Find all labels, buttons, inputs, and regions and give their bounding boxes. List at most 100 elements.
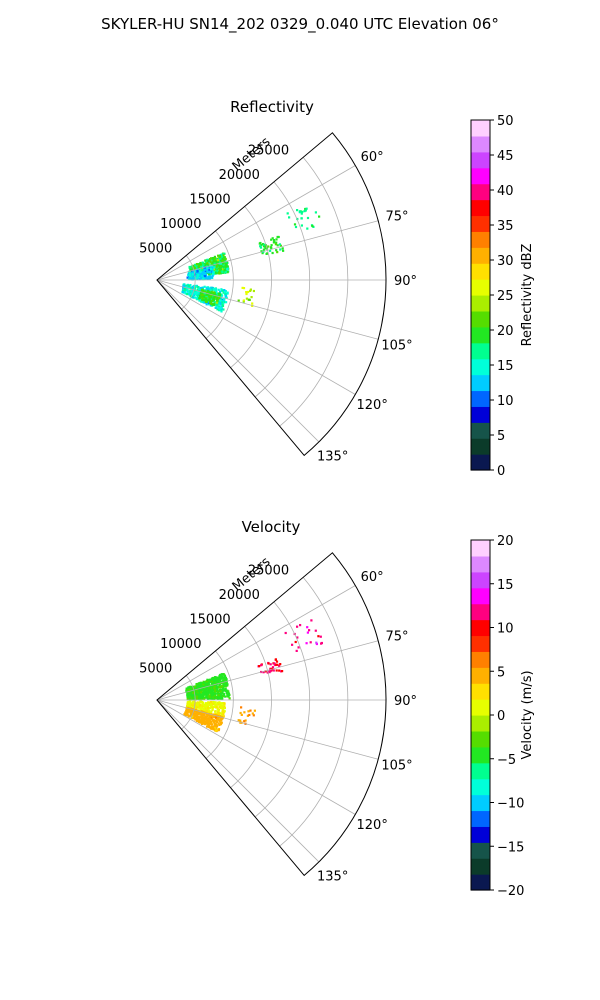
reflectivity-colorbar-segment: [471, 374, 490, 392]
reflectivity-data-point: [190, 278, 194, 281]
velocity-data-point: [206, 678, 209, 681]
velocity-data-point: [275, 669, 278, 672]
velocity-data-point: [199, 708, 202, 711]
reflectivity-data-point: [219, 271, 222, 275]
reflectivity-data-point: [186, 293, 189, 296]
velocity-data-point: [209, 697, 212, 700]
velocity-data-point: [188, 697, 191, 700]
velocity-data-point: [267, 662, 270, 665]
velocity-polar-grid: 5000 10000 15000 20000 25000 60° 75° 90° 105° 120…: [139, 552, 417, 885]
velocity-data-point: [215, 720, 219, 724]
reflectivity-data-point: [195, 263, 198, 266]
reflectivity-data-point: [210, 257, 213, 260]
reflectivity-data-point: [218, 261, 221, 264]
reflectivity-data-point: [223, 300, 226, 304]
velocity-data-point: [196, 712, 200, 716]
velocity-data-point: [225, 684, 228, 687]
velocity-data-point: [237, 719, 240, 722]
reflectivity-data-point: [219, 297, 222, 300]
velocity-colorbar-segment: [471, 810, 490, 827]
velocity-data-point: [188, 685, 191, 688]
velocity-data-point: [216, 687, 219, 690]
velocity-data-point: [204, 702, 207, 705]
velocity-range-tick-label: 25000: [248, 563, 289, 578]
velocity-data-point: [219, 690, 222, 693]
reflectivity-colorbar-segment: [471, 215, 490, 232]
reflectivity-data-point: [198, 296, 201, 299]
velocity-azimuth-tick-label: 90°: [394, 694, 417, 709]
velocity-data-point: [196, 693, 200, 696]
reflectivity-data-point: [187, 270, 190, 274]
reflectivity-data-point: [202, 294, 205, 297]
velocity-data-point: [189, 711, 192, 714]
reflectivity-data-point: [305, 207, 308, 210]
reflectivity-data-point: [250, 296, 253, 299]
velocity-range-ring: [205, 650, 234, 759]
reflectivity-data-point: [225, 266, 228, 269]
velocity-data-point: [222, 680, 225, 683]
velocity-data-point: [320, 642, 323, 645]
reflectivity-data-point: [275, 249, 278, 252]
reflectivity-data-point: [201, 300, 204, 303]
reflectivity-data-point: [263, 243, 266, 246]
reflectivity-data-point: [209, 294, 212, 297]
reflectivity-data-point: [301, 210, 304, 213]
reflectivity-data-point: [200, 269, 203, 272]
reflectivity-data-point: [191, 290, 195, 293]
velocity-data-point: [194, 697, 197, 700]
reflectivity-data-point: [271, 251, 274, 255]
reflectivity-data-point: [211, 299, 214, 302]
reflectivity-data-point: [200, 291, 204, 294]
reflectivity-data-point: [263, 245, 266, 248]
reflectivity-data-point: [220, 255, 223, 258]
velocity-colorbar-segment: [471, 603, 490, 621]
velocity-data-point: [213, 680, 216, 683]
velocity-azimuth-tick-label: 105°: [381, 758, 412, 773]
reflectivity-colorbar-tick-label: 10: [497, 394, 514, 409]
reflectivity-data-point: [221, 264, 224, 267]
velocity-data-point: [200, 693, 203, 697]
velocity-data-point: [194, 690, 197, 693]
reflectivity-data-point: [218, 296, 221, 300]
reflectivity-data-point: [201, 297, 204, 300]
velocity-data-point: [243, 720, 246, 723]
velocity-data-point: [216, 718, 219, 721]
reflectivity-data-point: [224, 294, 228, 297]
reflectivity-data-point: [237, 299, 240, 302]
reflectivity-data-point: [276, 251, 279, 254]
reflectivity-data-point: [278, 243, 281, 246]
velocity-data-point: [217, 722, 220, 725]
reflectivity-data-point: [215, 301, 218, 304]
velocity-data-point: [248, 713, 251, 717]
velocity-data-point: [296, 636, 299, 639]
velocity-data-point: [190, 685, 193, 689]
velocity-data-point: [195, 710, 198, 713]
velocity-data-point: [212, 691, 215, 694]
reflectivity-azimuth-tick-label: 75°: [385, 210, 408, 225]
reflectivity-azimuth-tick-label: 135°: [317, 450, 348, 465]
reflectivity-data-point: [207, 293, 210, 296]
velocity-data-point: [192, 706, 195, 709]
reflectivity-data-point: [212, 272, 215, 276]
velocity-data-point: [187, 705, 190, 708]
reflectivity-range-tick-label: 5000: [139, 241, 172, 256]
reflectivity-data-point: [314, 211, 317, 214]
reflectivity-data-point: [248, 298, 251, 301]
velocity-data-point: [200, 701, 203, 704]
reflectivity-data-point: [194, 278, 197, 281]
velocity-data-point: [203, 697, 206, 700]
velocity-data-point: [239, 711, 242, 715]
reflectivity-data-point: [199, 271, 203, 274]
reflectivity-data-point: [204, 290, 207, 293]
reflectivity-data-point: [224, 264, 227, 268]
reflectivity-data-point: [209, 296, 213, 299]
reflectivity-data-point: [300, 212, 303, 215]
reflectivity-data-point: [189, 292, 192, 296]
velocity-data-point: [198, 706, 201, 709]
velocity-data-point: [214, 713, 217, 716]
reflectivity-colorbar-segment: [471, 438, 490, 455]
velocity-data-point: [222, 715, 225, 718]
reflectivity-data-point: [221, 304, 225, 308]
reflectivity-data-point: [200, 265, 203, 268]
reflectivity-data-point: [185, 289, 188, 292]
